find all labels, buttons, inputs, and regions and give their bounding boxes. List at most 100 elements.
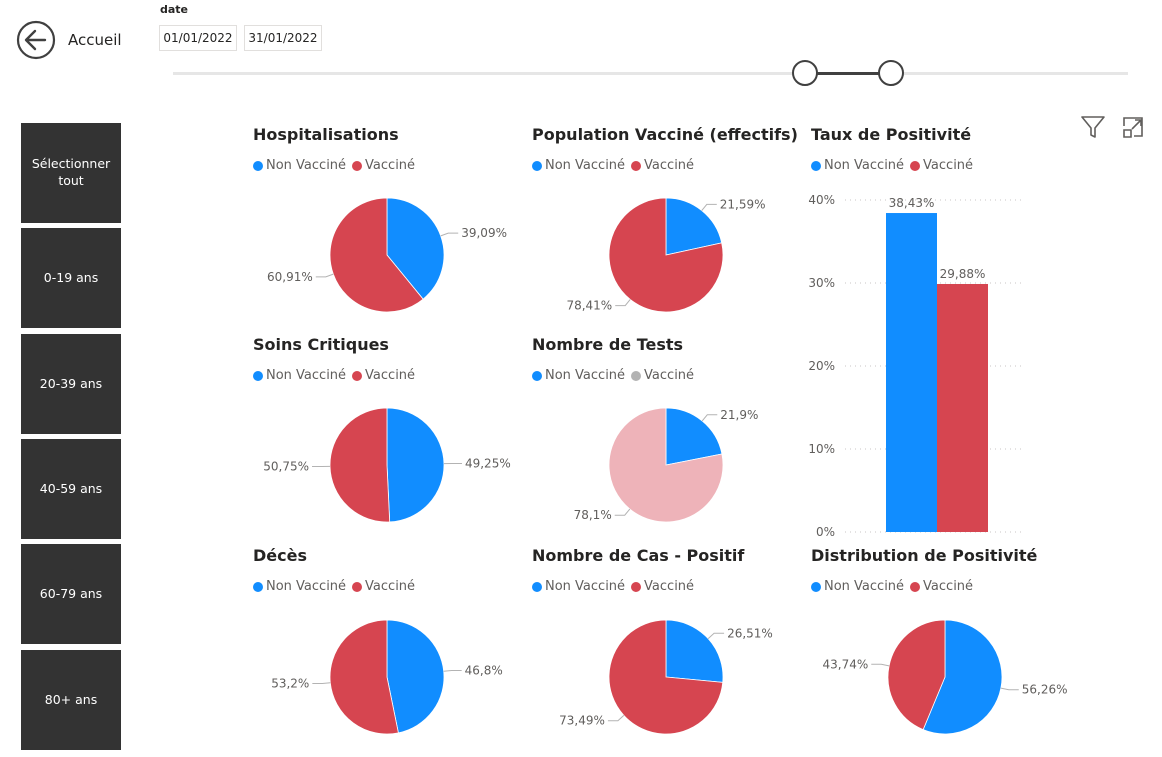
pie-data-label: 78,1% — [574, 508, 612, 522]
pie-leader-line — [312, 682, 331, 685]
legend-label: Non Vacciné — [266, 158, 347, 173]
legend-label: Non Vacciné — [545, 368, 626, 383]
legend-dot-icon — [631, 581, 642, 592]
date-slider-range — [803, 72, 891, 75]
pie-data-label: 21,9% — [720, 408, 758, 422]
pie-leader-line — [443, 669, 462, 672]
legend-item-non-vaccine[interactable]: Non Vacciné — [532, 368, 625, 383]
filter-icon[interactable] — [1079, 113, 1107, 141]
pie-slice-vaccine[interactable] — [329, 407, 391, 523]
legend-dot-icon — [352, 160, 363, 171]
back-button[interactable] — [16, 20, 56, 60]
bar-vaccine[interactable] — [937, 283, 988, 532]
legend-label: Vacciné — [923, 579, 974, 594]
pie-slice-vaccine[interactable] — [608, 619, 724, 735]
bar-data-label: 38,43% — [889, 196, 935, 210]
pie-leader-line — [607, 714, 625, 722]
chart-legend: Non Vacciné Vacciné — [253, 368, 421, 383]
pie-data-label: 73,49% — [559, 714, 605, 728]
pie-slice-vaccine[interactable] — [608, 197, 724, 313]
slicer-age-0-19[interactable]: 0-19 ans — [21, 228, 121, 328]
y-tick-label: 10% — [808, 442, 835, 456]
legend-dot-icon — [253, 370, 263, 381]
legend-label: Vacciné — [365, 368, 416, 383]
legend-item-vaccine[interactable]: Vacciné — [631, 579, 694, 594]
pie-leader-line — [615, 299, 631, 307]
legend-item-vaccine[interactable]: Vacciné — [352, 579, 415, 594]
pie-slice-vaccine[interactable] — [608, 407, 724, 523]
pie-slice-non-vaccine[interactable] — [665, 619, 724, 683]
pie-leader-line — [701, 414, 718, 422]
pie-leader-line — [701, 203, 717, 211]
slicer-age-60-79[interactable]: 60-79 ans — [21, 544, 121, 644]
focus-mode-icon[interactable] — [1120, 113, 1148, 141]
legend-item-vaccine[interactable]: Vacciné — [910, 158, 973, 173]
bar-non-vaccine[interactable] — [886, 213, 937, 532]
legend-item-vaccine[interactable]: Vacciné — [352, 158, 415, 173]
legend-label: Non Vacciné — [266, 579, 347, 594]
date-end-input[interactable]: 31/01/2022 — [244, 25, 322, 51]
legend-label: Non Vacciné — [545, 158, 626, 173]
legend-item-vaccine[interactable]: Vacciné — [352, 368, 415, 383]
legend-dot-icon — [253, 581, 263, 592]
legend-dot-icon — [811, 160, 821, 171]
legend-item-non-vaccine[interactable]: Non Vacciné — [253, 579, 346, 594]
chart-legend: Non Vacciné Vacciné — [811, 158, 979, 173]
pie-leader-line — [707, 632, 725, 640]
pie-slice-vaccine[interactable] — [329, 619, 399, 735]
arrow-left-circle-icon — [16, 20, 56, 60]
pie-leader-line — [871, 663, 890, 667]
legend-label: Vacciné — [644, 368, 695, 383]
pie-data-label: 53,2% — [271, 677, 309, 691]
chart-legend: Non Vacciné Vacciné — [811, 579, 979, 594]
legend-dot-icon — [811, 581, 821, 592]
chart-legend: Non Vacciné Vacciné — [532, 368, 700, 383]
legend-dot-icon — [532, 581, 542, 592]
legend-item-non-vaccine[interactable]: Non Vacciné — [253, 158, 346, 173]
pie-slice-non-vaccine[interactable] — [386, 197, 445, 300]
legend-item-non-vaccine[interactable]: Non Vacciné — [811, 158, 904, 173]
chart-title: Distribution de Positivité — [811, 546, 1038, 565]
legend-item-non-vaccine[interactable]: Non Vacciné — [532, 579, 625, 594]
pie-slice-non-vaccine[interactable] — [922, 619, 1003, 735]
legend-dot-icon — [352, 581, 363, 592]
chart-legend: Non Vacciné Vacciné — [253, 579, 421, 594]
legend-label: Vacciné — [644, 579, 695, 594]
legend-label: Non Vacciné — [824, 579, 905, 594]
date-slider-start-handle[interactable] — [792, 60, 818, 86]
slicer-age-80-plus[interactable]: 80+ ans — [21, 650, 121, 750]
pie-leader-line — [440, 232, 459, 237]
legend-dot-icon — [532, 370, 542, 381]
legend-label: Non Vacciné — [545, 579, 626, 594]
date-slicer-label: date — [160, 3, 189, 16]
legend-item-vaccine[interactable]: Vacciné — [631, 158, 694, 173]
pie-slice-non-vaccine[interactable] — [665, 197, 723, 256]
chart-title: Nombre de Tests — [532, 335, 684, 354]
legend-dot-icon — [352, 370, 363, 381]
pie-slice-non-vaccine[interactable] — [386, 407, 445, 523]
pie-slice-vaccine[interactable] — [887, 619, 946, 731]
slicer-age-20-39[interactable]: 20-39 ans — [21, 334, 121, 434]
legend-item-non-vaccine[interactable]: Non Vacciné — [532, 158, 625, 173]
pie-slice-non-vaccine[interactable] — [386, 619, 445, 734]
pie-data-label: 39,09% — [461, 226, 507, 240]
slicer-select-all[interactable]: Sélectionner tout — [21, 123, 121, 223]
legend-item-non-vaccine[interactable]: Non Vacciné — [811, 579, 904, 594]
legend-item-vaccine[interactable]: Vacciné — [631, 368, 694, 383]
legend-item-vaccine[interactable]: Vacciné — [910, 579, 973, 594]
pie-data-label: 60,91% — [267, 270, 313, 284]
pie-slice-vaccine[interactable] — [329, 197, 424, 313]
legend-dot-icon — [253, 160, 263, 171]
slicer-age-40-59[interactable]: 40-59 ans — [21, 439, 121, 539]
chart-legend: Non Vacciné Vacciné — [532, 158, 700, 173]
pie-slice-non-vaccine[interactable] — [665, 407, 723, 466]
home-label[interactable]: Accueil — [68, 31, 122, 49]
legend-dot-icon — [532, 160, 542, 171]
date-slider-track[interactable] — [173, 72, 1128, 75]
date-slider-end-handle[interactable] — [878, 60, 904, 86]
chart-title: Nombre de Cas - Positif — [532, 546, 745, 565]
date-start-input[interactable]: 01/01/2022 — [159, 25, 237, 51]
legend-item-non-vaccine[interactable]: Non Vacciné — [253, 368, 346, 383]
pie-leader-line — [1000, 687, 1019, 691]
chart-title: Soins Critiques — [253, 335, 389, 354]
